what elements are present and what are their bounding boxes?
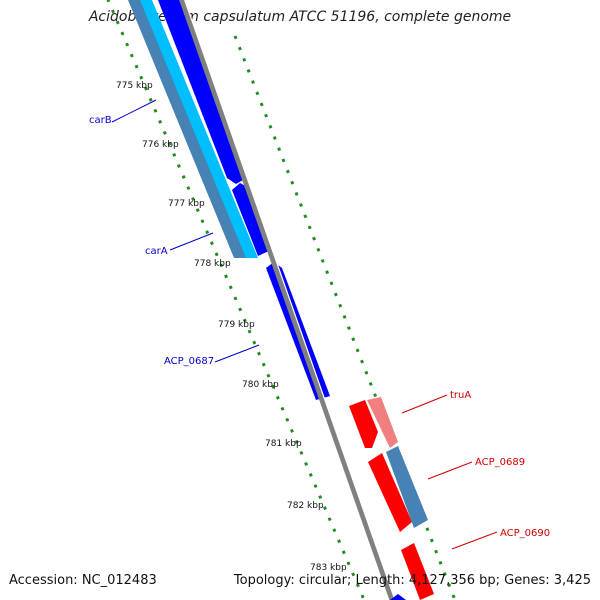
tick-label: 775 kbp xyxy=(116,81,153,91)
genome-summary-text: Topology: circular; Length: 4,127,356 bp… xyxy=(233,573,591,588)
gene-forward-1[interactable] xyxy=(158,0,243,184)
backbone-outer xyxy=(179,0,395,600)
callout-acp0689 xyxy=(427,461,473,480)
tick-label: 777 kbp xyxy=(168,199,205,209)
gene-forward-2[interactable] xyxy=(232,183,271,256)
gene-carB[interactable] xyxy=(140,0,258,258)
backbone-inner xyxy=(184,0,396,600)
callout-truA xyxy=(401,394,448,414)
tick-label: 780 kbp xyxy=(242,380,279,390)
label-acp0687[interactable]: ACP_0687 xyxy=(164,356,214,367)
tick-label: 776 kbp xyxy=(142,140,179,150)
label-acp0689[interactable]: ACP_0689 xyxy=(475,457,525,468)
label-carA[interactable]: carA xyxy=(145,246,168,257)
callout-carA xyxy=(169,232,214,251)
label-truA[interactable]: truA xyxy=(450,390,471,401)
map-title: Acidobacterium capsulatum ATCC 51196, co… xyxy=(88,9,512,25)
callout-acp0690 xyxy=(451,531,498,550)
callout-carB xyxy=(111,99,157,123)
tick-label: 779 kbp xyxy=(218,320,255,330)
gene-acp0689[interactable] xyxy=(368,453,412,532)
tick-label: 781 kbp xyxy=(265,439,302,449)
gene-steel-right[interactable] xyxy=(386,446,428,528)
gene-acp0690[interactable] xyxy=(401,543,434,600)
label-acp0690[interactable]: ACP_0690 xyxy=(500,528,550,539)
gene-forward-bottom[interactable] xyxy=(390,594,406,600)
label-carB[interactable]: carB xyxy=(89,115,112,126)
tick-label: 783 kbp xyxy=(310,563,347,573)
tick-label: 778 kbp xyxy=(194,259,231,269)
accession-text: Accession: NC_012483 xyxy=(9,573,157,588)
tick-label: 782 kbp xyxy=(287,501,324,511)
callout-acp0687 xyxy=(214,344,260,363)
gene-truA[interactable] xyxy=(367,397,398,448)
gene-reverse-1[interactable] xyxy=(349,400,378,448)
